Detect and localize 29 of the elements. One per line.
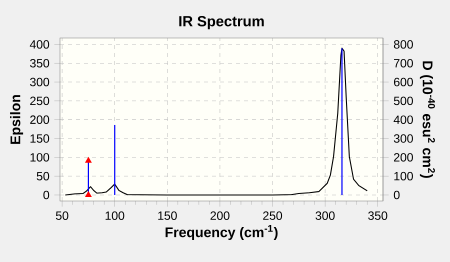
- x-axis-title: Frequency (cm$^{-1}$): [166, 225, 278, 240]
- y-tick-label: 150: [30, 134, 50, 143]
- y2-tick-label: 500: [394, 96, 413, 106]
- y2-tick-label: 300: [394, 134, 413, 143]
- x-tick-label: 150: [158, 211, 177, 220]
- x-tick-label: 350: [368, 211, 388, 220]
- y-tick-label: 400: [30, 40, 50, 49]
- y-tick-label: 350: [30, 58, 50, 68]
- x-tick-label: 200: [210, 211, 230, 220]
- y2-tick-label: 100: [394, 172, 413, 180]
- y-axis-title: Epsilon: [10, 95, 24, 144]
- y2-tick-label: 700: [394, 58, 413, 68]
- y2-tick-label: 400: [394, 115, 413, 124]
- x-tick-label: 100: [106, 211, 124, 220]
- y2-tick-label: 200: [394, 153, 413, 162]
- y-tick-label: 0: [43, 190, 50, 200]
- x-tick-label: 250: [263, 211, 282, 220]
- y-tick-label: 100: [30, 153, 50, 162]
- y-tick-label: 50: [36, 172, 50, 180]
- y2-axis-title: D (10$^{-40}$ esu$^{2}$ cm$^{2}$): [420, 61, 435, 178]
- y-tick-label: 300: [30, 78, 50, 86]
- chart-title: IR Spectrum: [179, 16, 264, 30]
- y-tick-label: 250: [30, 96, 50, 106]
- x-tick-label: 50: [56, 211, 68, 220]
- y2-tick-label: 0: [394, 190, 400, 200]
- y-tick-label: 200: [30, 115, 50, 124]
- y2-tick-label: 800: [394, 40, 413, 49]
- y2-tick-label: 600: [394, 78, 413, 86]
- x-tick-label: 300: [316, 211, 335, 220]
